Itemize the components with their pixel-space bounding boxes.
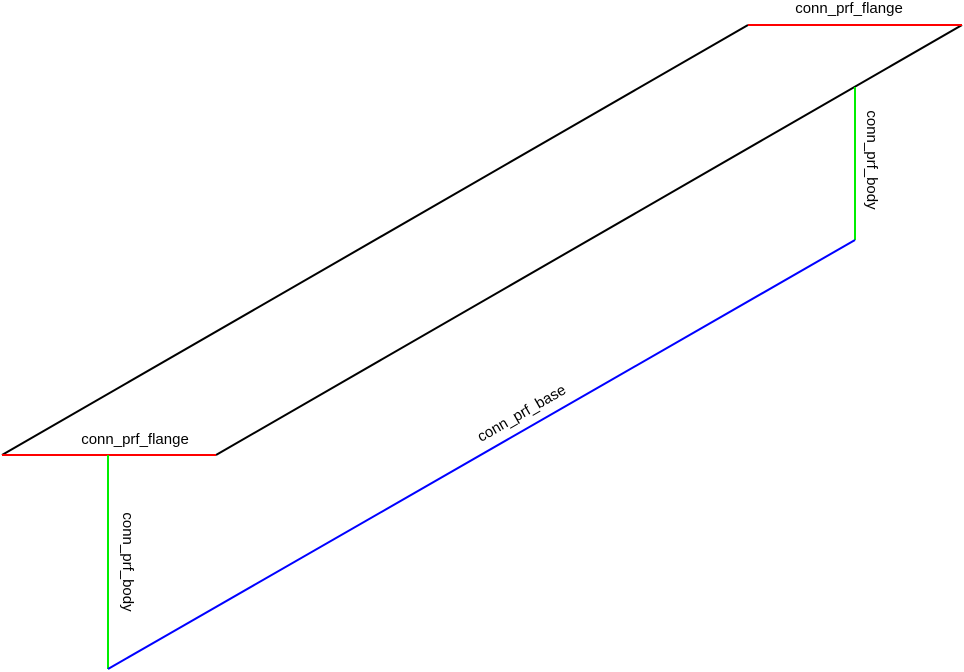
base-line — [107, 239, 856, 670]
flange-label: conn_prf_flange — [795, 0, 903, 17]
body-label: conn_prf_body — [863, 110, 880, 210]
edge-line — [1, 24, 749, 456]
flange-label: conn_prf_flange — [81, 431, 189, 448]
body-label: conn_prf_body — [119, 512, 136, 612]
edge-line — [215, 24, 963, 456]
